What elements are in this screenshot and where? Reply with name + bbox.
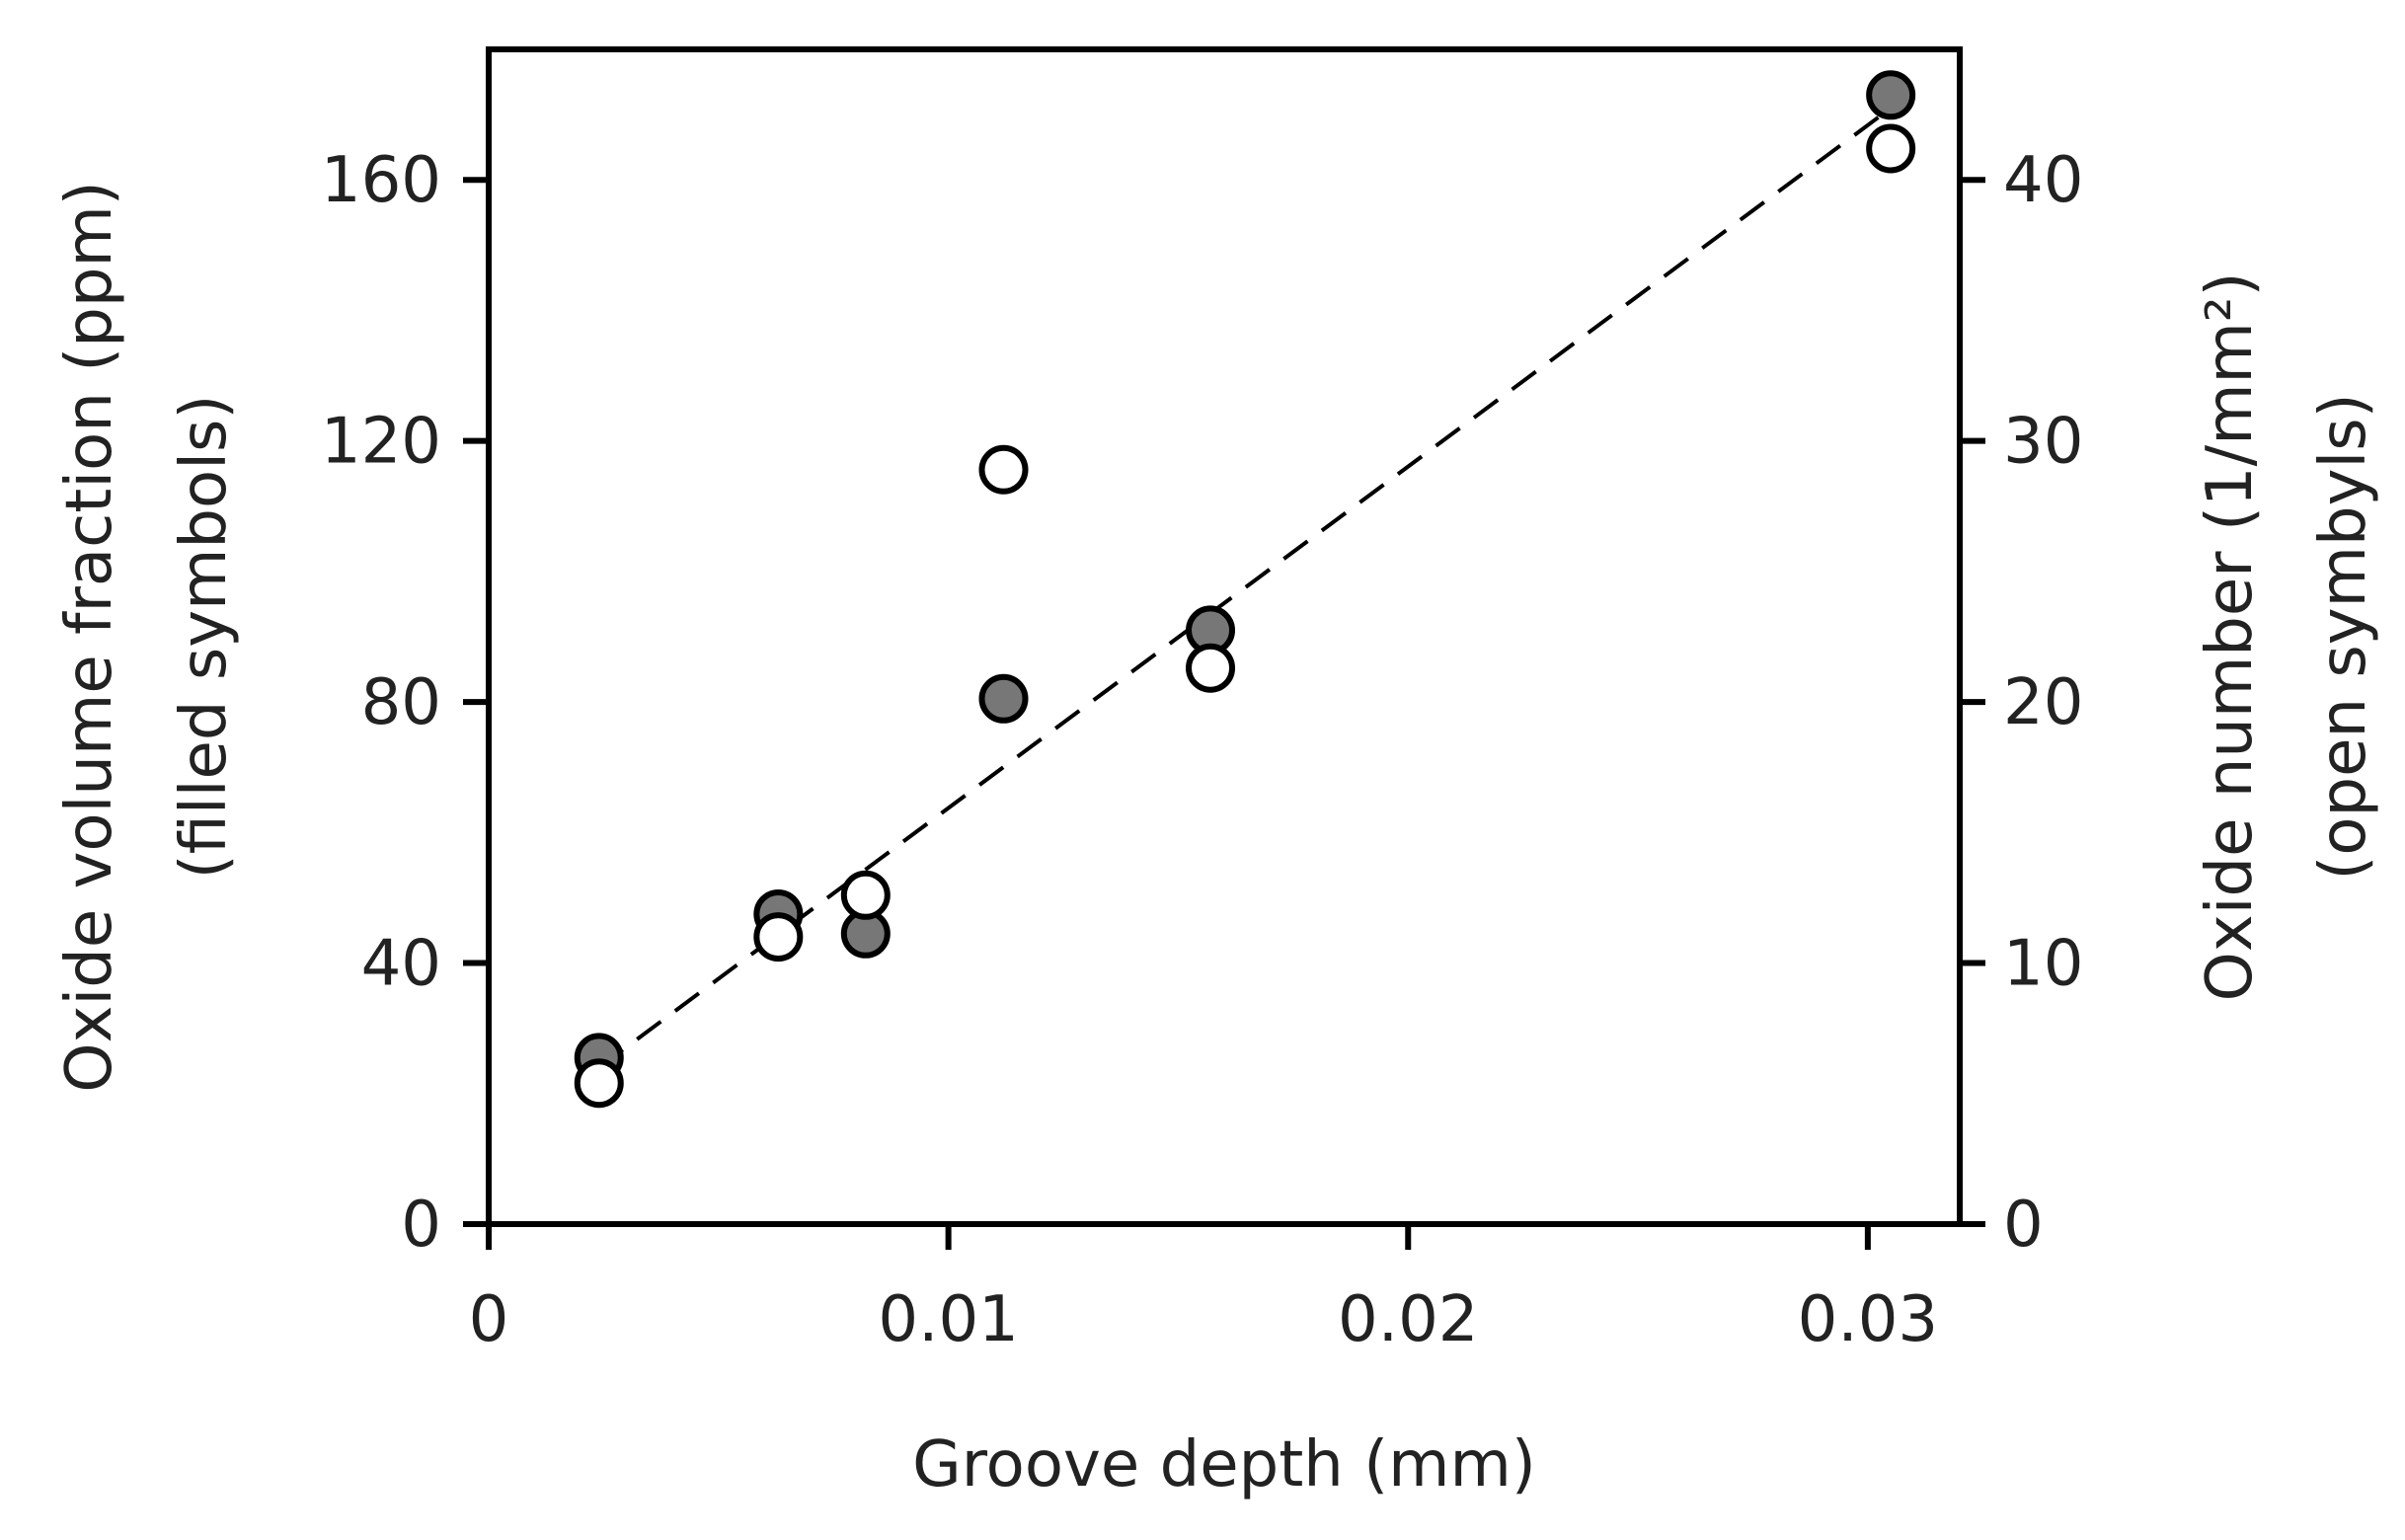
- open-data-point: [574, 1058, 624, 1109]
- open-data-point: [840, 870, 891, 920]
- y-tick-label: 40: [361, 928, 441, 1001]
- open-data-point: [978, 444, 1029, 495]
- y2-axis-title-line2: (open symbyls): [2307, 393, 2380, 880]
- trendline-layer: [597, 106, 1893, 1069]
- axis-labels: Groove depth (mm) Oxide volume fraction (…: [53, 181, 2380, 1502]
- y-tick-label: 160: [321, 144, 441, 217]
- x-tick-label: 0.01: [878, 1283, 1019, 1356]
- plot-frame: [486, 46, 1963, 1227]
- data-points: [574, 70, 1916, 1109]
- trendline: [597, 106, 1893, 1069]
- y-tick-label: 120: [321, 406, 441, 479]
- open-data-point: [753, 912, 804, 962]
- y-tick-label: 0: [401, 1189, 441, 1262]
- axis-ticks: 0 0.01 0.02 0.03 0 40 80 120 160 0 10 20 30 40: [321, 144, 2084, 1356]
- y2-tick-label: 10: [2003, 928, 2083, 1001]
- filled-data-point: [978, 673, 1029, 724]
- y-tick-label: 80: [361, 666, 441, 739]
- x-tick-label: 0: [469, 1283, 509, 1356]
- open-data-point: [1866, 123, 1916, 174]
- filled-data-point: [1866, 70, 1916, 120]
- y2-axis-title-line1: Oxide number (1/mm²): [2194, 271, 2267, 1001]
- y2-tick-label: 40: [2003, 144, 2083, 217]
- y2-tick-label: 30: [2003, 406, 2083, 479]
- plot-border: [486, 46, 1963, 1227]
- y-axis-title-line1: Oxide volume fraction (ppm): [53, 181, 126, 1093]
- open-data-point: [1186, 643, 1236, 693]
- x-tick-label: 0.03: [1798, 1283, 1939, 1356]
- y-axis-title-line2: (filled symbols): [168, 395, 241, 880]
- x-axis-title: Groove depth (mm): [912, 1428, 1536, 1502]
- y2-tick-label: 20: [2003, 666, 2083, 739]
- y2-tick-label: 0: [2003, 1189, 2044, 1262]
- x-tick-label: 0.02: [1338, 1283, 1479, 1356]
